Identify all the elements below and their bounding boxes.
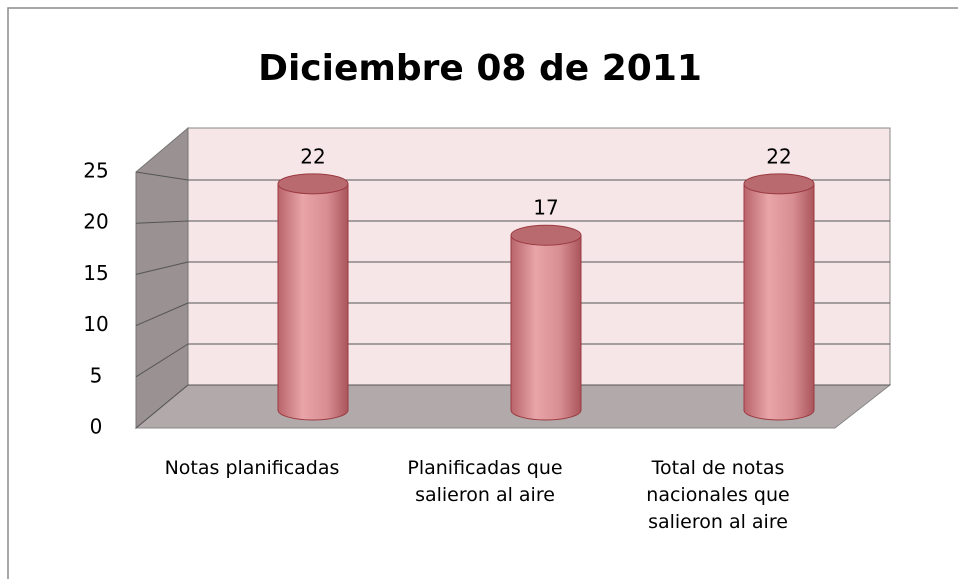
y-tick-label: 5	[90, 363, 103, 387]
chart-title: Diciembre 08 de 2011	[258, 48, 702, 89]
grid-line-side	[135, 261, 189, 275]
data-label: 22	[300, 144, 325, 168]
bar	[743, 183, 815, 421]
grid-line-side	[135, 384, 189, 429]
bar	[277, 183, 349, 421]
y-tick-label: 10	[83, 312, 108, 336]
y-tick-label: 15	[83, 261, 108, 285]
x-tick-label: Notas planificadas	[164, 457, 340, 479]
data-label: 22	[766, 144, 791, 168]
grid-line-side	[135, 171, 189, 181]
y-tick-label: 25	[83, 159, 108, 183]
frame	[7, 7, 958, 579]
bar-top	[277, 173, 349, 195]
grid-line-side	[135, 302, 189, 327]
x-tick-label: Total de notas nacionales que salieron a…	[646, 457, 790, 533]
bar	[510, 234, 582, 421]
bar-top	[510, 224, 582, 246]
grid-line-side	[135, 220, 189, 224]
y-tick-label: 20	[83, 210, 108, 234]
data-label: 17	[533, 196, 558, 220]
x-tick-label: Planificadas que salieron al aire	[407, 457, 563, 506]
bar-top	[743, 173, 815, 195]
y-tick-label: 0	[90, 415, 103, 439]
grid-line-side	[135, 343, 189, 378]
